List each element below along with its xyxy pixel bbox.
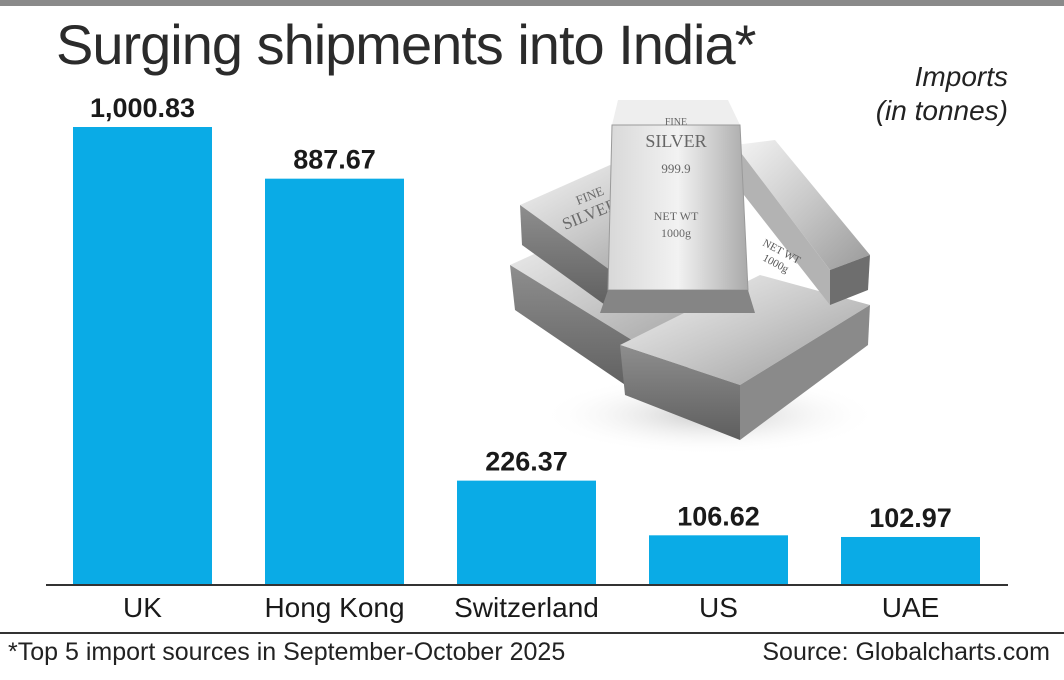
front-bar-text-4: NET WT <box>654 209 699 223</box>
data-label: 887.67 <box>293 145 376 175</box>
footnote: *Top 5 import sources in September-Octob… <box>8 638 566 666</box>
silver-bars-icon: FINE SILVER NET WT 1000g FINE SILVER 999… <box>510 100 880 455</box>
category-label: Switzerland <box>454 592 599 623</box>
bar-uae <box>841 536 980 584</box>
bar-hong-kong <box>265 178 404 584</box>
front-bar-text-3: 999.9 <box>661 161 690 176</box>
chart-title: Surging shipments into India* <box>56 13 756 76</box>
category-label: UK <box>123 592 162 623</box>
unit-label-line2: (in tonnes) <box>875 95 1008 126</box>
data-label: 226.37 <box>485 447 568 477</box>
category-label: Hong Kong <box>264 592 404 623</box>
bar-us <box>649 535 788 584</box>
bottom-right-bar-top <box>620 275 870 385</box>
source-credit: Source: Globalcharts.com <box>762 638 1050 666</box>
category-label: US <box>699 592 738 623</box>
category-label: UAE <box>882 592 940 623</box>
bar-switzerland <box>457 480 596 584</box>
unit-label-line1: Imports <box>914 61 1008 92</box>
data-label: 102.97 <box>869 503 952 533</box>
front-bar-text-5: 1000g <box>661 226 691 240</box>
footer-rule <box>0 632 1064 634</box>
bottom-right-bar-end <box>740 305 870 440</box>
front-bar-text-2: SILVER <box>645 131 706 151</box>
front-bar-base <box>600 290 755 313</box>
left-bar-side <box>520 205 612 310</box>
bottom-right-bar-side <box>620 345 740 440</box>
right-bar-face <box>735 145 830 305</box>
front-bar-top <box>612 100 740 125</box>
bottom-left-bar-side <box>510 265 640 395</box>
bar-uk <box>73 127 212 584</box>
unit-label: Imports (in tonnes) <box>876 60 1008 128</box>
data-label: 106.62 <box>677 501 760 531</box>
bar-chart: 1,000.83 UK 887.67 Hong Kong 226.37 Switzerla… <box>46 93 1008 623</box>
top-border <box>0 0 1064 6</box>
right-bar-top <box>735 140 870 270</box>
front-bar-text-1: FINE <box>665 117 687 128</box>
right-bar-end <box>830 255 870 305</box>
data-label: 1,000.83 <box>90 93 195 123</box>
